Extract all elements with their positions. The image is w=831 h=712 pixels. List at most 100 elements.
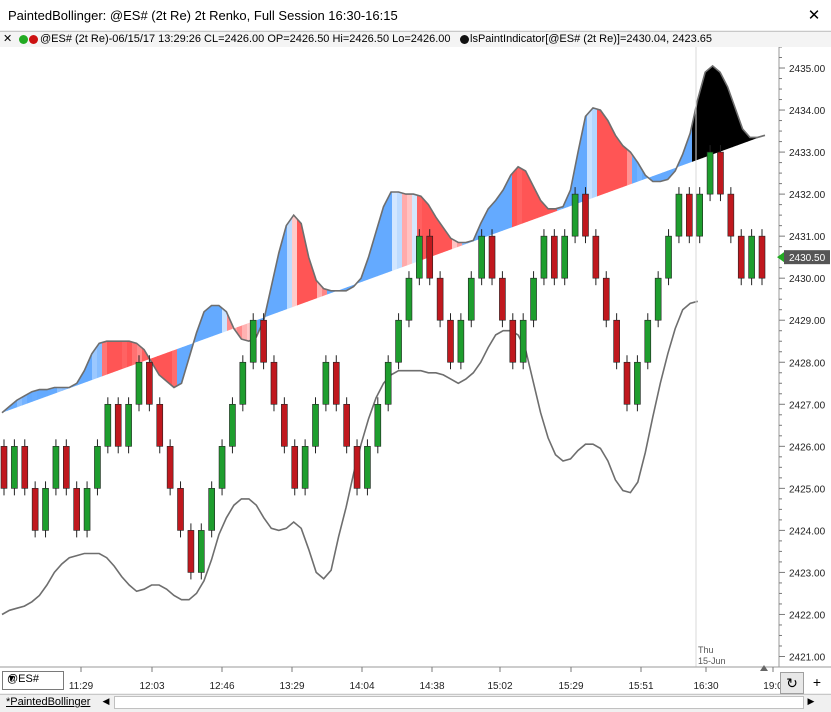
price-axis-background <box>779 47 831 667</box>
candle-up <box>696 193 703 237</box>
candle-up <box>301 446 309 489</box>
candle-up <box>42 488 49 531</box>
candle-down <box>270 361 278 405</box>
candle-up <box>135 361 143 405</box>
band-stripe <box>282 65 288 413</box>
candle-up <box>218 446 226 489</box>
candle-down <box>582 193 589 237</box>
candle-up <box>634 361 641 405</box>
candle-down <box>758 235 766 279</box>
candle-up <box>249 319 257 363</box>
tab-paintedbollinger[interactable]: *PaintedBollinger <box>6 696 91 708</box>
green-dot-icon <box>19 35 28 44</box>
candle-down <box>177 488 184 531</box>
candle-up <box>644 319 652 363</box>
candle-up <box>125 403 132 447</box>
info-close-icon[interactable]: ✕ <box>3 33 13 45</box>
band-stripe <box>407 65 413 413</box>
chevron-down-icon[interactable]: ▼ <box>7 673 16 683</box>
candle-up <box>457 319 465 363</box>
candle-down <box>281 403 288 447</box>
candle-down <box>21 446 29 489</box>
last-price-arrow-icon <box>777 252 784 263</box>
candle-down <box>291 446 299 489</box>
time-tick-label: 15:02 <box>487 681 512 692</box>
candle-down <box>31 488 39 531</box>
candle-up <box>83 488 91 531</box>
close-icon[interactable]: ✕ <box>807 7 821 24</box>
candle-up <box>416 235 423 279</box>
scroll-left-icon[interactable]: ◀ <box>102 696 110 706</box>
price-tick-label: 2434.00 <box>789 106 826 117</box>
candle-down <box>332 361 340 405</box>
price-tick-label: 2431.00 <box>789 232 826 243</box>
date-label: 15-Jun <box>698 656 726 666</box>
candle-down <box>509 319 517 363</box>
candle-down <box>114 403 122 447</box>
time-tick-label: 16:30 <box>693 681 718 692</box>
price-tick-label: 2426.00 <box>789 442 826 453</box>
candle-down <box>343 403 350 447</box>
add-tab-button[interactable]: + <box>812 674 822 690</box>
band-stripe <box>382 65 388 413</box>
indicator-info-text: lsPaintIndicator[@ES# (2t Re)]=2430.04, … <box>470 33 713 45</box>
candle-down <box>187 530 195 573</box>
price-tick-label: 2427.00 <box>789 400 826 411</box>
renko-chart[interactable]: 2421.00 2422.00 2423.00 2424.00 2425.00 2426.… <box>0 47 831 693</box>
scroll-right-icon[interactable]: ▶ <box>807 696 815 706</box>
time-tick-label: 11:29 <box>69 681 94 692</box>
last-price-label: 2430.50 <box>789 253 826 264</box>
candle-up <box>706 151 714 195</box>
symbol-select[interactable]: @ES# ▼ <box>2 671 64 690</box>
band-stripe <box>402 65 408 413</box>
refresh-button[interactable]: ↻ <box>780 672 804 694</box>
candle-down <box>166 446 174 489</box>
candle-down <box>0 446 8 489</box>
window-title: PaintedBollinger: @ES# (2t Re) 2t Renko,… <box>8 8 398 23</box>
candle-up <box>52 446 60 489</box>
candle-up <box>229 403 236 447</box>
candle-up <box>519 319 527 363</box>
band-stripe <box>392 65 398 413</box>
time-tick-label: 15:29 <box>558 681 583 692</box>
indicator-dot-icon <box>460 35 469 44</box>
candle-up <box>675 193 683 237</box>
band-stripe <box>442 65 448 413</box>
time-tick-label: 14:04 <box>349 681 374 692</box>
series-info-text: @ES# (2t Re)-06/15/17 13:29:26 CL=2426.0… <box>40 33 451 45</box>
time-axis-background <box>0 667 831 693</box>
band-stripe <box>447 65 453 413</box>
candle-up <box>322 361 330 405</box>
candle-down <box>737 235 745 279</box>
price-tick-label: 2423.00 <box>789 568 826 579</box>
candle-down <box>551 235 558 279</box>
candle-up <box>104 403 112 447</box>
candle-up <box>11 446 18 489</box>
band-stripe <box>412 65 418 413</box>
candle-up <box>239 361 247 405</box>
candle-down <box>146 361 153 405</box>
price-tick-label: 2430.00 <box>789 274 826 285</box>
candle-up <box>197 530 205 573</box>
candle-up <box>748 235 755 279</box>
time-tick-label: 15:51 <box>628 681 653 692</box>
price-tick-label: 2425.00 <box>789 484 826 495</box>
candle-up <box>384 361 392 405</box>
candle-up <box>405 277 413 321</box>
horizontal-scrollbar[interactable] <box>114 696 804 709</box>
date-label: Thu <box>698 645 714 655</box>
candle-down <box>156 403 164 447</box>
time-tick-label: 14:38 <box>419 681 444 692</box>
candle-up <box>94 446 101 489</box>
time-tick-label: 19:0 <box>763 681 783 692</box>
candle-down <box>727 193 735 237</box>
candle-down <box>613 319 620 363</box>
time-tick-label: 12:03 <box>139 681 164 692</box>
chart-info-bar: ✕ @ES# (2t Re)-06/15/17 13:29:26 CL=2426… <box>0 31 831 48</box>
candle-up <box>665 235 672 279</box>
band-stripe <box>397 65 403 413</box>
time-tick-label: 13:29 <box>279 681 304 692</box>
candle-down <box>353 446 361 489</box>
scroll-up-icon <box>760 665 768 671</box>
candle-down <box>436 277 444 321</box>
